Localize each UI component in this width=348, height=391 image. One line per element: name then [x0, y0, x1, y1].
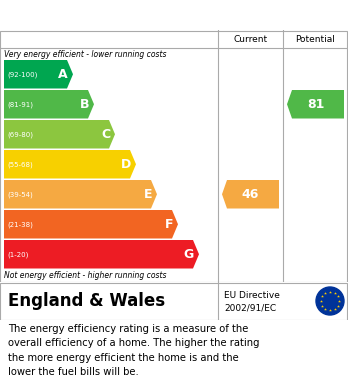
- Text: B: B: [79, 98, 89, 111]
- Polygon shape: [4, 180, 157, 208]
- Text: D: D: [121, 158, 131, 171]
- Text: 2002/91/EC: 2002/91/EC: [224, 303, 276, 312]
- Circle shape: [316, 287, 344, 315]
- Text: Current: Current: [234, 34, 268, 43]
- Text: Energy Efficiency Rating: Energy Efficiency Rating: [8, 7, 218, 23]
- Text: 81: 81: [307, 98, 324, 111]
- Text: E: E: [143, 188, 152, 201]
- Polygon shape: [222, 180, 279, 208]
- Text: 46: 46: [242, 188, 259, 201]
- Text: F: F: [165, 218, 173, 231]
- Polygon shape: [4, 120, 115, 149]
- Text: England & Wales: England & Wales: [8, 292, 165, 310]
- Text: G: G: [184, 248, 194, 261]
- Text: (21-38): (21-38): [7, 221, 33, 228]
- Text: EU Directive: EU Directive: [224, 291, 280, 300]
- Polygon shape: [4, 150, 136, 179]
- Polygon shape: [287, 90, 344, 118]
- Text: (55-68): (55-68): [7, 161, 33, 167]
- Polygon shape: [4, 210, 178, 239]
- Text: (1-20): (1-20): [7, 251, 29, 258]
- Text: Not energy efficient - higher running costs: Not energy efficient - higher running co…: [4, 271, 166, 280]
- Text: Very energy efficient - lower running costs: Very energy efficient - lower running co…: [4, 50, 166, 59]
- Polygon shape: [4, 90, 94, 118]
- Text: (81-91): (81-91): [7, 101, 33, 108]
- Text: The energy efficiency rating is a measure of the
overall efficiency of a home. T: The energy efficiency rating is a measur…: [8, 324, 260, 377]
- Text: A: A: [58, 68, 68, 81]
- Polygon shape: [4, 240, 199, 269]
- Polygon shape: [4, 60, 73, 88]
- Text: Potential: Potential: [295, 34, 335, 43]
- Text: (39-54): (39-54): [7, 191, 33, 197]
- Text: (69-80): (69-80): [7, 131, 33, 138]
- Text: (92-100): (92-100): [7, 71, 37, 77]
- Text: C: C: [101, 128, 110, 141]
